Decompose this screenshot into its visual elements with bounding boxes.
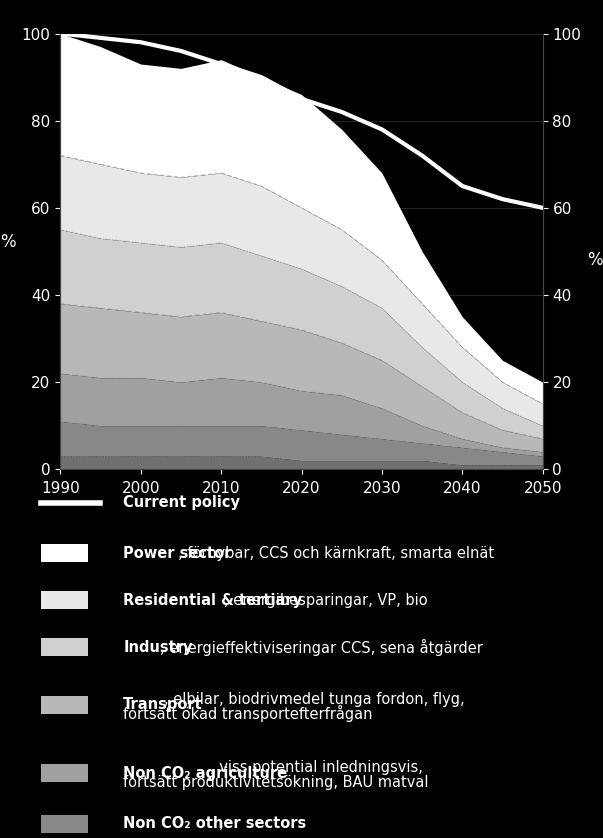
FancyBboxPatch shape [42, 764, 88, 782]
FancyBboxPatch shape [42, 815, 88, 833]
Y-axis label: %: % [0, 234, 16, 251]
Text: , energieffektiviseringar CCS, sena åtgärder: , energieffektiviseringar CCS, sena åtgä… [160, 639, 483, 655]
FancyBboxPatch shape [42, 545, 88, 562]
Text: , elbilar, biodrivmedel tunga fordon, flyg,: , elbilar, biodrivmedel tunga fordon, fl… [165, 692, 465, 706]
Text: Current policy: Current policy [124, 495, 241, 510]
Text: Non CO₂ other sectors: Non CO₂ other sectors [124, 816, 306, 831]
Text: fortsätt produktivitetsökning, BAU matval: fortsätt produktivitetsökning, BAU matva… [124, 774, 429, 789]
Text: Transport: Transport [124, 697, 203, 712]
Text: fortsätt ökad transportefterfrågan: fortsätt ökad transportefterfrågan [124, 705, 373, 722]
Text: ,: , [219, 816, 224, 831]
Text: Industry: Industry [124, 639, 193, 654]
FancyBboxPatch shape [42, 638, 88, 656]
Text: , energibesparingar, VP, bio: , energibesparingar, VP, bio [224, 592, 428, 608]
Text: Residential & tertiary: Residential & tertiary [124, 592, 303, 608]
Text: , viss potential inledningsvis,: , viss potential inledningsvis, [210, 760, 423, 775]
FancyBboxPatch shape [42, 591, 88, 609]
Text: Power sector: Power sector [124, 546, 232, 561]
FancyBboxPatch shape [42, 696, 88, 714]
Y-axis label: %: % [587, 251, 603, 269]
Text: Non CO₂ agriculture: Non CO₂ agriculture [124, 766, 288, 781]
Text: , förnybar, CCS och kärnkraft, smarta elnät: , förnybar, CCS och kärnkraft, smarta el… [178, 546, 494, 561]
